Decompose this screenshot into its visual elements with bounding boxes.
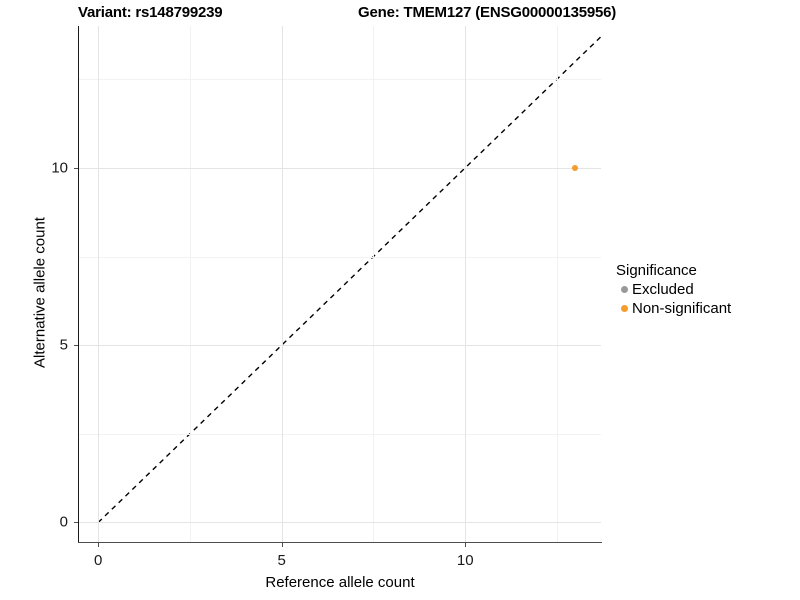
gene-title: Gene: TMEM127 (ENSG00000135956) [358,4,617,21]
grid-minor-horizontal [78,256,601,258]
x-tick-mark [98,543,100,547]
grid-major-horizontal [78,167,601,169]
legend-color-swatch [620,286,628,293]
y-tick-mark [74,522,78,524]
x-tick-label: 0 [94,552,103,569]
y-tick-mark [74,345,78,347]
grid-major-horizontal [78,345,601,347]
grid-minor-horizontal [78,79,601,81]
y-tick-label: 10 [51,159,68,177]
y-tick-label: 0 [59,513,68,531]
x-tick-label: 10 [456,552,474,569]
legend-key-dot-icon [616,305,632,312]
legend-color-swatch [620,305,628,312]
grid-minor-vertical [189,26,191,542]
grid-major-horizontal [78,522,601,524]
legend-key-dot-icon [616,286,632,293]
legend-item-label: Non-significant [632,300,732,317]
y-axis-line [78,26,79,543]
plot-panel [78,26,601,542]
grid-minor-vertical [556,26,558,542]
grid-major-vertical [98,26,100,542]
variant-title: Variant: rs148799239 [78,4,223,21]
identity-reference-line [97,36,601,523]
legend-item-label: Excluded [632,281,694,298]
x-tick-label: 5 [277,552,286,569]
grid-major-vertical [281,26,283,542]
grid-minor-horizontal [78,433,601,435]
x-axis-line [78,542,602,543]
x-tick-mark [281,543,283,547]
grid-minor-vertical [373,26,375,542]
legend-item[interactable]: Non-significant [616,299,731,318]
x-tick-mark [465,543,467,547]
y-tick-mark [74,167,78,169]
y-tick-label: 5 [59,336,68,354]
legend-item[interactable]: Excluded [616,280,731,299]
y-axis-title: Alternative allele count [31,217,49,368]
legend: Significance Excluded Non-significant [616,261,731,318]
legend-items: Excluded Non-significant [616,280,731,318]
grid-major-vertical [465,26,467,542]
data-point[interactable] [572,164,579,171]
legend-title: Significance [616,262,697,279]
x-axis-title: Reference allele count [265,574,415,591]
